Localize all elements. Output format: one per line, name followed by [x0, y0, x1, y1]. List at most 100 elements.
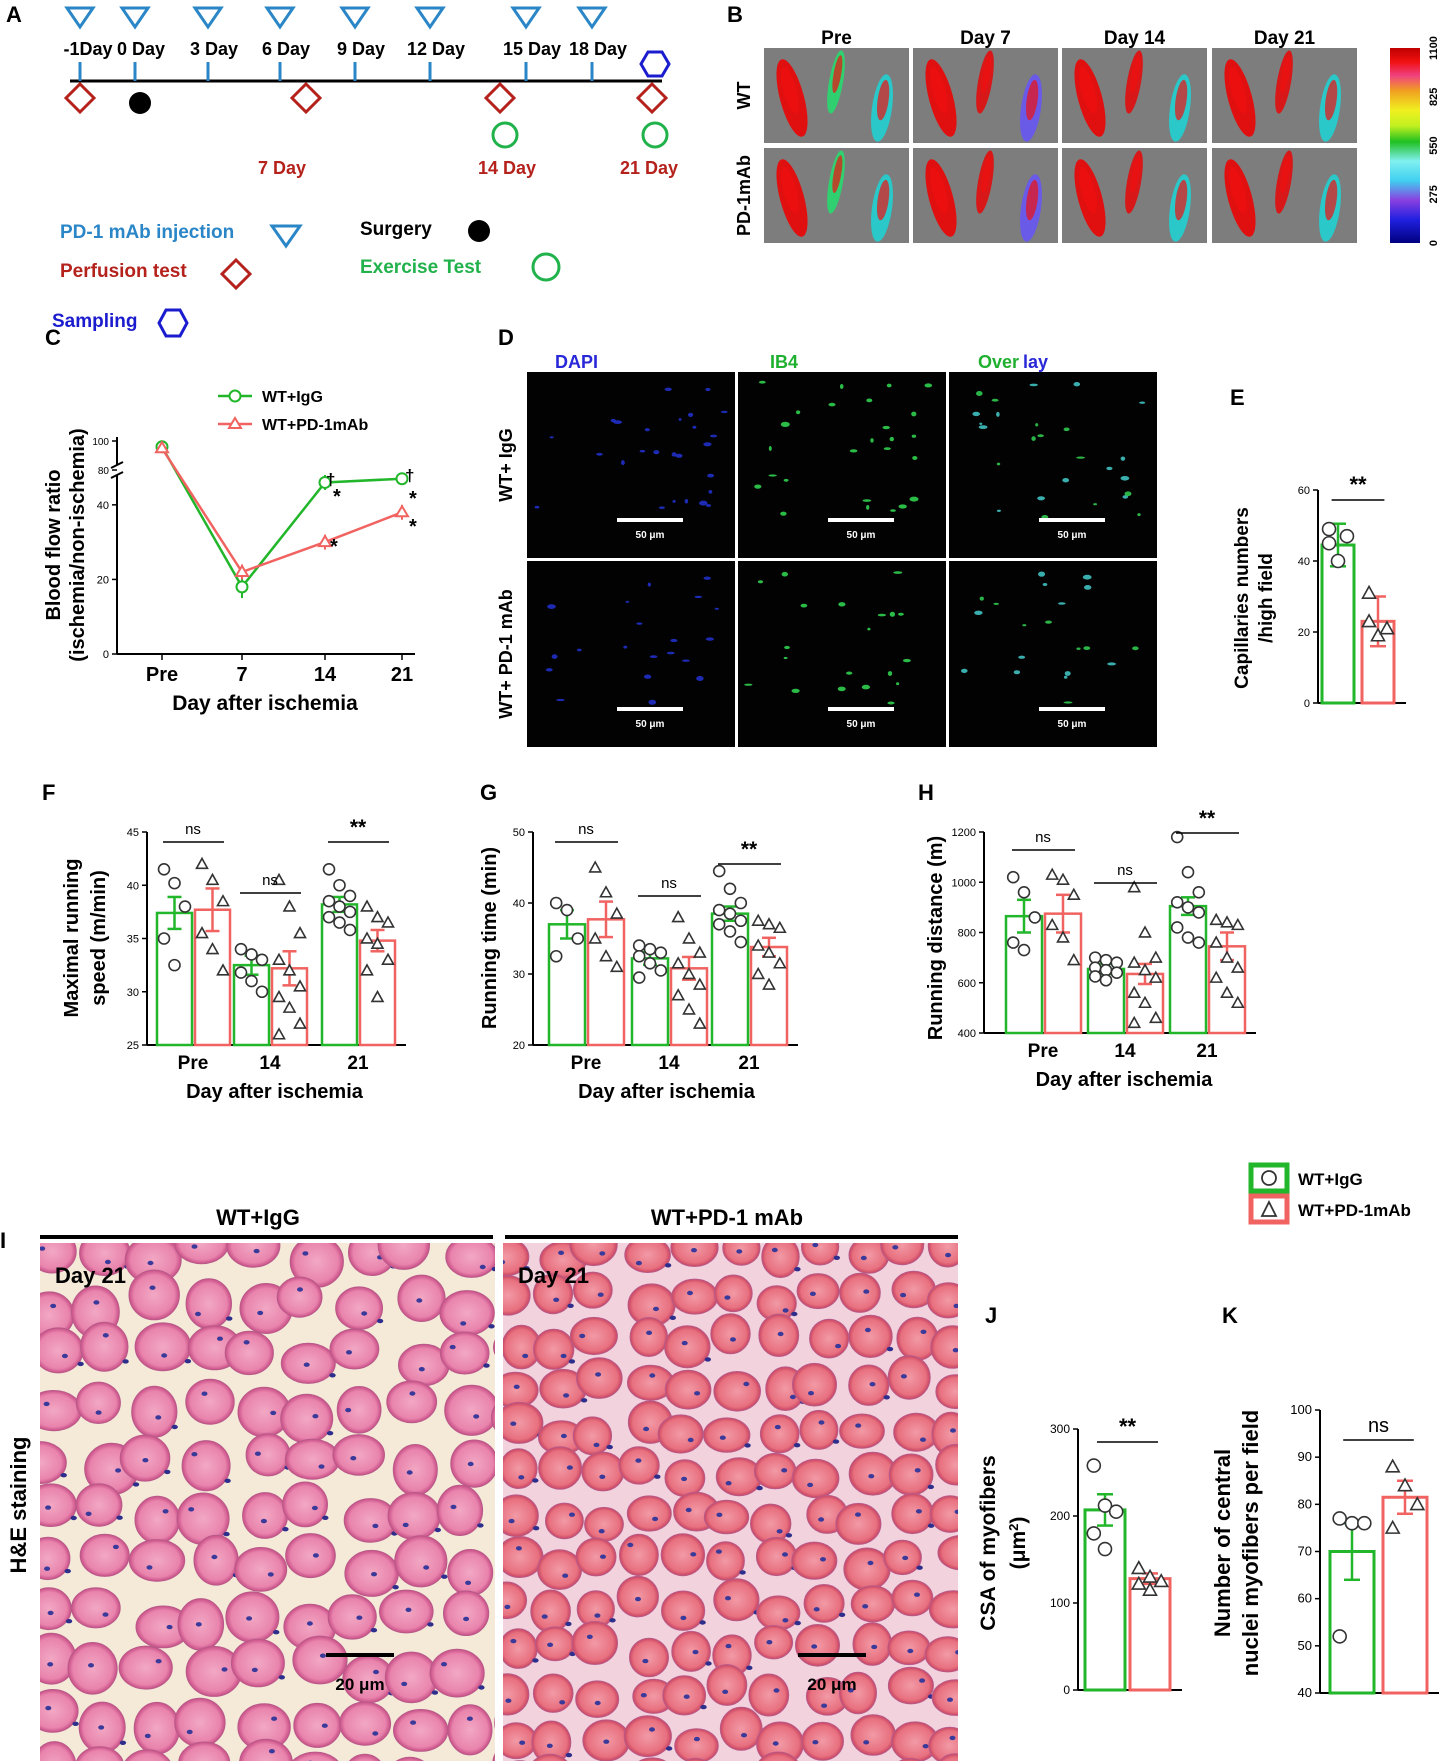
histology-wt-igg: Day 21 20 μm	[40, 1243, 495, 1761]
data-point-triangle	[1142, 1581, 1158, 1596]
nucleus	[664, 1263, 672, 1268]
myofiber	[445, 1243, 495, 1278]
nucleus	[184, 1359, 192, 1364]
myofiber	[530, 1589, 571, 1633]
myofiber	[791, 1541, 838, 1580]
nucleus	[782, 1618, 789, 1623]
nucleus	[833, 1255, 840, 1261]
nucleus	[405, 1607, 412, 1613]
fluorescence-cell	[636, 622, 643, 625]
nucleus	[892, 1245, 899, 1250]
data-point-triangle	[370, 989, 385, 1003]
y-tick-label: 0	[1304, 698, 1310, 710]
data-point-triangle	[588, 860, 603, 873]
panel-letter-H: H	[918, 780, 934, 805]
significance-label: ns	[185, 821, 201, 838]
significance-label: ns	[1035, 829, 1051, 846]
significance-label: ns	[262, 872, 278, 889]
nucleus	[559, 1700, 566, 1705]
central-nuclei-chart: 40 50 60 70 80 90 100 ns Number of central nuclei…	[1210, 1402, 1439, 1700]
significance-label: **	[1349, 472, 1367, 497]
fluorescence-cell	[1120, 476, 1130, 481]
nucleus	[473, 1414, 480, 1419]
data-point-triangle	[195, 926, 209, 939]
nucleus	[566, 1465, 573, 1470]
nucleus	[1011, 1600, 1017, 1604]
data-point-triangle	[762, 917, 776, 930]
injection-triangle-icon	[192, 6, 224, 30]
data-point-circle	[255, 985, 269, 999]
myofiber	[282, 1481, 329, 1528]
y-axis-label: Number of central	[1210, 1449, 1235, 1637]
significance-label: ns	[661, 875, 677, 892]
fluorescence-cell	[768, 446, 772, 451]
myofiber	[706, 1541, 745, 1581]
legend-perfusion-label: Perfusion test	[60, 261, 187, 282]
y-tick-label: 45	[127, 827, 139, 839]
y-tick-label: 60	[1298, 485, 1310, 497]
data-point-triangle	[772, 956, 787, 969]
nucleus	[47, 1610, 54, 1616]
y-tick-label: 80	[98, 466, 110, 477]
nucleus	[246, 1616, 253, 1621]
nucleus	[818, 1517, 825, 1522]
nucleus	[821, 1703, 828, 1708]
fluorescence-cell	[837, 686, 846, 692]
y-axis-label-sup: 2	[1006, 1524, 1021, 1531]
nucleus	[863, 1289, 870, 1294]
myofiber	[40, 1243, 77, 1274]
nucleus	[505, 1698, 512, 1703]
myofiber	[713, 1578, 760, 1622]
fluorescence-cell	[703, 442, 712, 447]
x-tick-label: 21	[347, 1053, 369, 1074]
data-point-circle	[1192, 936, 1206, 949]
nucleus	[508, 1518, 515, 1524]
myofiber	[429, 1648, 485, 1698]
data-point-triangle	[1066, 952, 1081, 966]
data-point-circle	[235, 580, 249, 594]
data-point-circle	[734, 935, 748, 949]
fluorescence-cell	[783, 478, 789, 482]
myofiber	[503, 1628, 538, 1669]
fluorescence-cell	[658, 506, 665, 510]
myofiber	[131, 1385, 178, 1438]
perfusion-foot-core	[1130, 155, 1141, 194]
nucleus	[44, 1566, 51, 1571]
y-axis-label: (ischemia/non-ischemia)	[67, 428, 89, 661]
nucleus	[1009, 1352, 1015, 1356]
myofiber	[924, 1636, 958, 1673]
y-tick-label: 300	[1050, 1422, 1070, 1436]
data-point-circle	[234, 942, 248, 956]
histology-column-label: WT+PD-1 mAb	[651, 1205, 803, 1230]
myofiber	[234, 1547, 288, 1592]
myofiber	[848, 1314, 893, 1359]
data-point-circle	[560, 903, 574, 917]
nucleus	[372, 1523, 379, 1529]
nucleus	[635, 1458, 642, 1463]
fluorescence-cell	[1093, 503, 1097, 506]
myofiber	[703, 1417, 751, 1453]
fluorescence-cell	[692, 425, 697, 429]
nucleus	[766, 1640, 773, 1645]
myofiber	[661, 1590, 706, 1631]
myofiber	[230, 1638, 285, 1688]
myofiber	[185, 1278, 233, 1330]
myofiber	[387, 1492, 441, 1540]
fluorescence-cell	[671, 452, 677, 457]
fluorescence-cell	[1084, 585, 1092, 590]
perfusion-image	[764, 48, 909, 143]
nucleus	[510, 1638, 517, 1644]
scale-bar-label: 50 μm	[636, 530, 665, 541]
data-point-circle	[1006, 936, 1020, 949]
data-point-triangle	[1138, 995, 1152, 1009]
fluorescence-cell	[623, 645, 628, 649]
fluorescence-cell	[649, 655, 658, 658]
myofiber	[379, 1589, 434, 1634]
legend-triangle-icon	[1260, 1199, 1278, 1217]
nucleus	[812, 1243, 819, 1248]
perfusion-foot-core	[781, 167, 799, 214]
nucleus	[102, 1612, 109, 1617]
nucleus	[155, 1415, 162, 1420]
perfusion-column-label: Pre	[821, 28, 852, 49]
fluorescence-cell	[924, 383, 933, 388]
